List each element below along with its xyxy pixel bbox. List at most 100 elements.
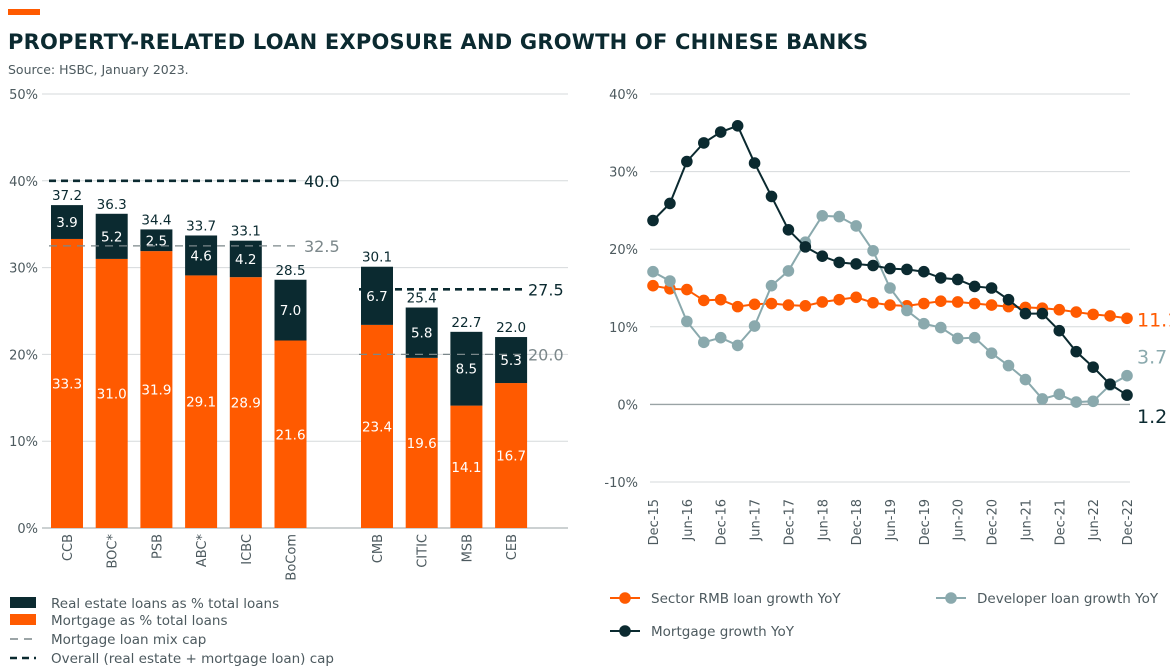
series-point <box>918 265 930 278</box>
series-end-label: 3.7 <box>1137 347 1167 369</box>
accent-bar <box>8 9 40 15</box>
legend-swatch <box>10 597 36 608</box>
line-x-tick-label: Jun-17 <box>749 499 764 542</box>
series-point <box>884 299 896 311</box>
bar-mortgage <box>405 357 438 528</box>
overall-cap-label: 40.0 <box>304 172 340 191</box>
series-point <box>1036 393 1049 405</box>
bar-total-label: 34.4 <box>141 212 171 228</box>
series-point <box>765 190 778 203</box>
series-point <box>799 300 812 312</box>
series-point <box>681 315 693 328</box>
series-point <box>901 263 913 276</box>
series-point <box>647 265 659 278</box>
bar-y-tick-label: 10% <box>9 435 38 450</box>
series-point <box>714 331 727 344</box>
series-point <box>664 197 676 210</box>
bar-real-estate <box>51 205 83 239</box>
legend-marker <box>619 625 631 637</box>
series-end-label: 1.2 <box>1137 406 1167 428</box>
bar-real-estate <box>95 213 128 259</box>
series-point <box>951 332 964 345</box>
bar-category-label: BoCom <box>285 534 300 581</box>
line-x-tick-label: Jun-19 <box>884 499 899 542</box>
bar-y-tick-label: 30% <box>9 262 38 277</box>
series-point <box>985 347 998 359</box>
bar-category-label: MSB <box>460 534 475 562</box>
bar-mortgage <box>274 340 307 528</box>
series-point <box>748 157 761 169</box>
series-point <box>884 262 896 275</box>
series-point <box>884 282 896 294</box>
series-line <box>652 124 1128 396</box>
series-point <box>1121 312 1133 325</box>
series-point <box>1036 307 1049 320</box>
series-point <box>748 298 761 311</box>
line-y-tick-label: 30% <box>609 166 638 181</box>
bar-category-label: CEB <box>505 534 520 560</box>
bar-real-estate <box>185 235 218 276</box>
series-point <box>833 210 846 223</box>
page-title: PROPERTY-RELATED LOAN EXPOSURE AND GROWT… <box>8 30 869 54</box>
series-point <box>934 295 947 307</box>
line-y-tick-label: 20% <box>609 243 638 258</box>
bar-mortgage <box>495 383 528 528</box>
line-x-tick-label: Jun-22 <box>1087 499 1102 542</box>
series-point <box>782 299 795 311</box>
legend-label: Real estate loans as % total loans <box>51 596 279 612</box>
legend-label: Developer loan growth YoY <box>977 591 1159 607</box>
series-point <box>782 265 795 277</box>
bar-mortgage <box>51 238 83 528</box>
bar-total-label: 33.1 <box>231 224 261 240</box>
series-point <box>1087 395 1099 408</box>
bar-mortgage <box>185 275 218 528</box>
bar-category-label: PSB <box>150 534 165 559</box>
legend-label: Sector RMB loan growth YoY <box>651 591 841 607</box>
bar-mortgage-label: 21.6 <box>275 427 305 443</box>
series-point <box>765 297 778 310</box>
series-point <box>1002 293 1015 306</box>
line-x-tick-label: Dec-21 <box>1053 499 1068 545</box>
bar-category-label: ICBC <box>240 534 255 565</box>
line-x-tick-label: Dec-18 <box>850 499 865 545</box>
series-point <box>985 282 998 294</box>
series-point <box>1053 388 1066 401</box>
line-x-tick-label: Jun-21 <box>1019 499 1034 542</box>
bar-mortgage-label: 19.6 <box>407 436 437 452</box>
series-point <box>918 297 930 310</box>
bar-mortgage <box>140 251 173 528</box>
line-y-tick-label: 40% <box>609 88 638 103</box>
bar-real-estate-label: 2.5 <box>146 233 167 249</box>
legend-label: Mortgage growth YoY <box>651 624 795 640</box>
line-x-tick-label: Jun-20 <box>952 499 967 542</box>
series-point <box>833 293 846 306</box>
bar-total-label: 22.0 <box>496 320 526 336</box>
series-point <box>647 279 659 292</box>
bar-mortgage <box>229 277 262 528</box>
bar-mortgage-label: 23.4 <box>362 419 392 435</box>
bar-mortgage-label: 28.9 <box>231 396 261 412</box>
series-point <box>731 300 744 313</box>
bar-mortgage-label: 16.7 <box>496 449 526 465</box>
bar-real-estate-label: 5.2 <box>101 229 122 245</box>
series-point <box>816 250 829 262</box>
line-x-tick-label: Dec-19 <box>918 499 933 545</box>
bar-total-label: 37.2 <box>52 188 82 204</box>
bar-total-label: 33.7 <box>186 218 216 234</box>
series-point <box>647 214 659 227</box>
series-point <box>968 331 981 344</box>
bar-total-label: 28.5 <box>275 263 305 279</box>
series-point <box>664 275 676 287</box>
bar-mortgage-label: 31.9 <box>141 383 171 399</box>
bar-mortgage <box>95 258 128 528</box>
bar-category-label: CCB <box>61 534 76 561</box>
series-point <box>731 339 744 352</box>
series-point <box>951 273 964 286</box>
legend-label: Mortgage loan mix cap <box>51 632 206 648</box>
source-note: Source: HSBC, January 2023. <box>8 62 189 77</box>
bar-category-label: CITIC <box>416 534 431 568</box>
legend-marker <box>619 592 631 604</box>
series-point <box>748 320 761 332</box>
overall-cap-label: 27.5 <box>528 280 564 299</box>
